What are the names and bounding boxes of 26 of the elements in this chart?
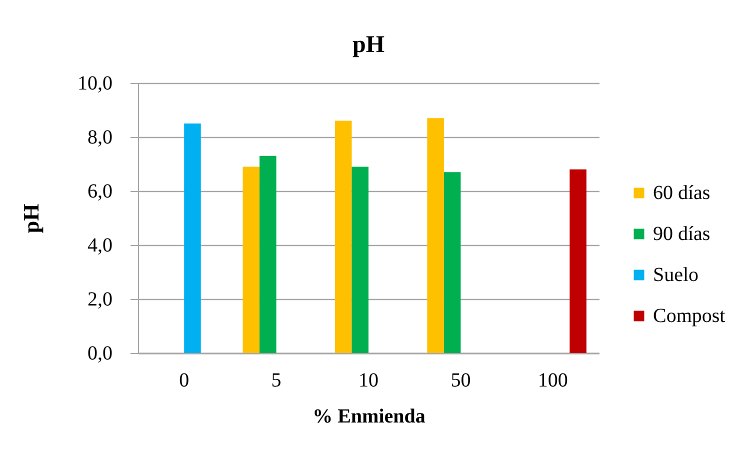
x-tick-label: 50 [450, 370, 471, 392]
y-tick-label: 0,0 [88, 342, 112, 364]
y-tick-label: 6,0 [88, 180, 112, 202]
legend-label: 90 días [653, 223, 710, 245]
x-axis-title: % Enmienda [312, 406, 426, 428]
bar [260, 156, 276, 353]
y-tick-label: 2,0 [88, 288, 112, 310]
bar [427, 118, 444, 353]
x-tick-label: 0 [179, 370, 190, 392]
x-tick-label: 100 [538, 370, 568, 392]
bar [242, 166, 260, 353]
y-tick-label: 10,0 [78, 72, 112, 94]
y-tick-label: 4,0 [88, 234, 112, 256]
bar [184, 124, 201, 353]
bar [334, 120, 352, 353]
x-tick-label: 10 [358, 370, 378, 392]
legend-label: Suelo [653, 264, 699, 286]
legend-label: Compost [653, 305, 726, 327]
bar [570, 169, 586, 353]
bar [352, 166, 368, 353]
legend-label: 60 días [653, 182, 710, 204]
x-tick-label: 5 [271, 370, 282, 392]
y-axis-title: pH [18, 204, 44, 234]
bar [444, 172, 461, 353]
y-tick-label: 8,0 [88, 126, 112, 148]
chart-title: pH [352, 32, 385, 58]
